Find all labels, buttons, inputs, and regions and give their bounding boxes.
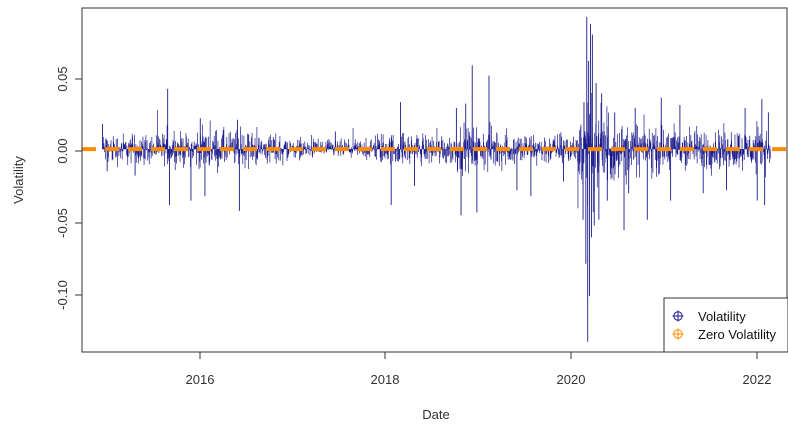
y-tick-label: 0.00 <box>55 138 70 163</box>
y-tick-label: 0.05 <box>55 66 70 91</box>
y-tick-label: -0.10 <box>55 280 70 310</box>
legend-box <box>663 297 788 353</box>
legend: Volatility Zero Volatility <box>663 297 788 353</box>
legend-marker-volatility <box>672 310 684 322</box>
y-ticks: 0.05 0.00 -0.05 -0.10 <box>55 66 82 310</box>
x-tick-label: 2016 <box>186 372 215 387</box>
legend-label-zero-volatility: Zero Volatility <box>698 327 777 342</box>
volatility-series <box>102 16 771 342</box>
x-axis-title: Date <box>422 407 449 422</box>
y-axis-title: Volatility <box>11 156 26 204</box>
x-tick-label: 2018 <box>371 372 400 387</box>
x-tick-label: 2020 <box>557 372 586 387</box>
legend-label-volatility: Volatility <box>698 309 746 324</box>
y-tick-label: -0.05 <box>55 208 70 238</box>
x-tick-label: 2022 <box>743 372 772 387</box>
legend-marker-zero-volatility <box>672 328 684 340</box>
x-ticks: 2016 2018 2020 2022 <box>186 352 772 387</box>
